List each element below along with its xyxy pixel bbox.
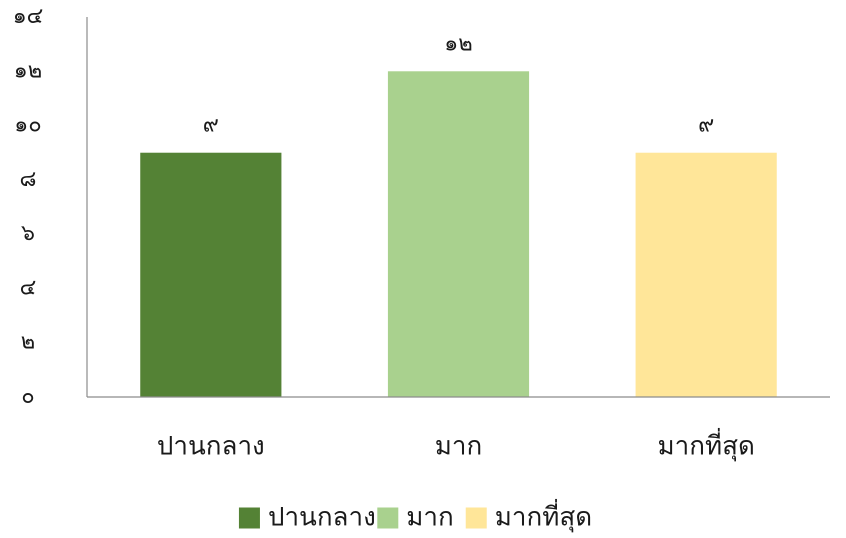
x-axis-categories: ปานกลาง มาก มากที่สุด bbox=[157, 428, 755, 462]
data-label: ๙ bbox=[698, 113, 714, 138]
legend-swatch bbox=[238, 507, 260, 529]
bar bbox=[387, 71, 530, 398]
legend-swatch bbox=[377, 507, 399, 529]
legend: ปานกลาง มาก มากที่สุด bbox=[238, 499, 592, 533]
x-category-label: มาก bbox=[435, 432, 482, 462]
legend-item: ปานกลาง bbox=[238, 503, 376, 533]
x-category-label: ปานกลาง bbox=[157, 432, 265, 462]
y-tick-label: ๑๔ bbox=[13, 4, 44, 29]
data-label: ๑๒ bbox=[444, 31, 472, 56]
y-tick-label: ๑๒ bbox=[14, 58, 42, 83]
bars bbox=[140, 71, 777, 398]
y-tick-label: ๒ bbox=[21, 330, 36, 355]
x-category-label: มากที่สุด bbox=[657, 428, 754, 462]
legend-item: มากที่สุด bbox=[465, 499, 592, 533]
legend-label: มากที่สุด bbox=[495, 499, 592, 533]
y-tick-label: ๘ bbox=[20, 167, 37, 192]
y-tick-label: ๐ bbox=[21, 384, 34, 409]
legend-item: มาก bbox=[377, 503, 454, 533]
legend-label: ปานกลาง bbox=[268, 503, 376, 533]
legend-label: มาก bbox=[406, 503, 453, 533]
data-label: ๙ bbox=[203, 113, 219, 138]
bar bbox=[140, 152, 282, 397]
y-tick-label: ๑๐ bbox=[14, 113, 41, 138]
y-tick-label: ๖ bbox=[21, 221, 35, 246]
data-labels: ๙ ๑๒๙ bbox=[203, 31, 714, 137]
legend-swatch bbox=[465, 507, 487, 529]
y-tick-label: ๔ bbox=[20, 275, 37, 300]
bar bbox=[635, 152, 777, 397]
y-axis-ticks: ๐ ๒ ๔ ๖ ๘ ๑๐ ๑๒ ๑๔ bbox=[13, 4, 44, 409]
